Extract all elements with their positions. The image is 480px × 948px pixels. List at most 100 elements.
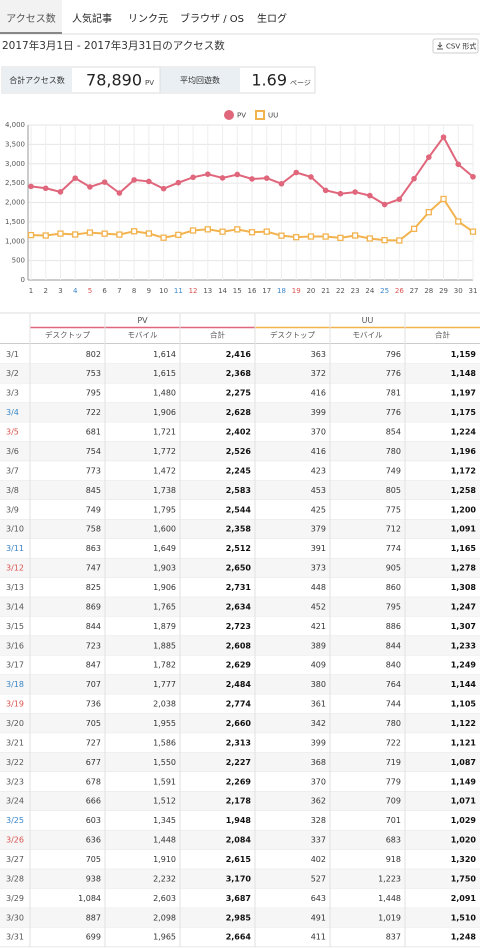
table-date: 3/17 bbox=[6, 661, 24, 670]
table-cell: 389 bbox=[311, 641, 326, 650]
x-tick-label: 13 bbox=[203, 287, 212, 295]
table-cell: 776 bbox=[386, 369, 401, 378]
x-tick-label: 26 bbox=[395, 287, 404, 295]
table-cell: 409 bbox=[311, 661, 326, 670]
x-tick-label: 27 bbox=[410, 287, 419, 295]
table-date: 3/8 bbox=[6, 486, 19, 495]
point bbox=[337, 234, 344, 242]
point bbox=[72, 231, 79, 238]
table-cell: 491 bbox=[311, 913, 326, 922]
legend-label: PV bbox=[237, 112, 246, 120]
table-cell: 2,608 bbox=[226, 641, 252, 650]
table-date: 3/15 bbox=[6, 622, 24, 631]
y-tick-label: 3,000 bbox=[5, 160, 25, 168]
table-cell: 2,583 bbox=[226, 486, 251, 495]
table-cell: 1,795 bbox=[153, 505, 176, 514]
table-cell: 1,738 bbox=[153, 486, 176, 495]
table-cell: 795 bbox=[86, 389, 101, 398]
table-cell: 938 bbox=[86, 874, 101, 883]
point bbox=[189, 227, 197, 234]
table-row-bg bbox=[0, 869, 480, 889]
point bbox=[72, 175, 78, 181]
table-cell: 1,910 bbox=[153, 855, 176, 864]
table-row-bg bbox=[0, 927, 480, 947]
x-tick-label: 28 bbox=[424, 287, 433, 295]
x-tick-label: 4 bbox=[73, 287, 78, 295]
table-cell: 337 bbox=[311, 836, 326, 845]
y-tick-label: 1,000 bbox=[5, 237, 25, 245]
summary-unit: PV bbox=[145, 79, 154, 87]
point bbox=[308, 174, 314, 180]
table-cell: 2,358 bbox=[226, 525, 252, 534]
table-column-header: 合計 bbox=[435, 330, 450, 340]
x-tick-label: 25 bbox=[380, 287, 389, 295]
point bbox=[307, 233, 315, 240]
tab[interactable]: リンク元 bbox=[128, 13, 168, 25]
table-cell: 1,148 bbox=[451, 369, 477, 378]
point bbox=[101, 230, 108, 237]
point bbox=[190, 174, 196, 181]
table-cell: 1,512 bbox=[153, 797, 176, 806]
table-row-bg bbox=[0, 538, 480, 559]
csv-button-label[interactable]: CSV 形式 bbox=[446, 42, 476, 51]
table-cell: 722 bbox=[86, 408, 101, 417]
table-date: 3/24 bbox=[6, 797, 24, 806]
x-tick-label: 31 bbox=[469, 287, 478, 295]
table-cell: 1,765 bbox=[153, 602, 176, 611]
table-row-bg bbox=[0, 500, 480, 520]
point bbox=[219, 175, 226, 181]
point bbox=[455, 218, 462, 225]
table-date: 3/19 bbox=[6, 700, 24, 709]
table-cell: 1,510 bbox=[451, 913, 477, 922]
y-tick-label: 3,500 bbox=[5, 140, 25, 148]
table-date: 3/27 bbox=[6, 855, 24, 864]
csv-button[interactable] bbox=[432, 38, 479, 54]
point bbox=[145, 230, 153, 237]
point bbox=[396, 196, 403, 203]
tab[interactable]: 人気記事 bbox=[72, 12, 112, 25]
table-cell: 749 bbox=[386, 466, 401, 475]
tab[interactable]: アクセス数 bbox=[6, 12, 56, 25]
x-tick-label: 15 bbox=[233, 287, 242, 295]
table-cell: 749 bbox=[86, 505, 101, 514]
table-row-bg bbox=[0, 558, 480, 578]
table-cell: 779 bbox=[386, 777, 401, 786]
point bbox=[293, 169, 300, 176]
point bbox=[410, 225, 418, 233]
table-cell: 372 bbox=[311, 369, 326, 378]
point bbox=[425, 209, 432, 216]
point bbox=[86, 229, 94, 236]
table-cell: 1,071 bbox=[451, 797, 477, 806]
table-cell: 2,402 bbox=[226, 428, 251, 437]
table-cell: 1,175 bbox=[451, 408, 477, 417]
table-date: 3/29 bbox=[6, 894, 24, 903]
table-cell: 2,650 bbox=[226, 564, 252, 573]
table-cell: 844 bbox=[86, 622, 101, 631]
x-tick-label: 29 bbox=[439, 287, 448, 295]
table-cell: 775 bbox=[386, 505, 401, 514]
table-date: 3/22 bbox=[6, 758, 24, 767]
table-cell: 370 bbox=[311, 777, 326, 786]
table-cell: 736 bbox=[86, 700, 101, 709]
x-tick-label: 16 bbox=[248, 287, 257, 295]
table-cell: 368 bbox=[311, 758, 326, 767]
point bbox=[351, 232, 359, 239]
table-date: 3/12 bbox=[6, 564, 24, 573]
table-cell: 1,091 bbox=[451, 525, 477, 534]
table-date: 3/1 bbox=[6, 350, 19, 359]
table-date: 3/13 bbox=[6, 583, 24, 592]
table-cell: 379 bbox=[311, 525, 326, 534]
table-cell: 2,227 bbox=[226, 758, 251, 767]
summary-unit: ページ bbox=[290, 79, 311, 87]
table-cell: 399 bbox=[311, 738, 326, 747]
tab[interactable]: ブラウザ / OS bbox=[180, 12, 244, 25]
tab[interactable]: 生ログ bbox=[257, 12, 287, 25]
x-tick-label: 18 bbox=[277, 287, 286, 295]
table-date: 3/28 bbox=[6, 874, 24, 883]
table-cell: 887 bbox=[86, 913, 101, 922]
table-date: 3/2 bbox=[6, 369, 19, 378]
point bbox=[27, 231, 35, 239]
table-cell: 795 bbox=[386, 602, 401, 611]
table-cell: 1,019 bbox=[378, 913, 401, 922]
